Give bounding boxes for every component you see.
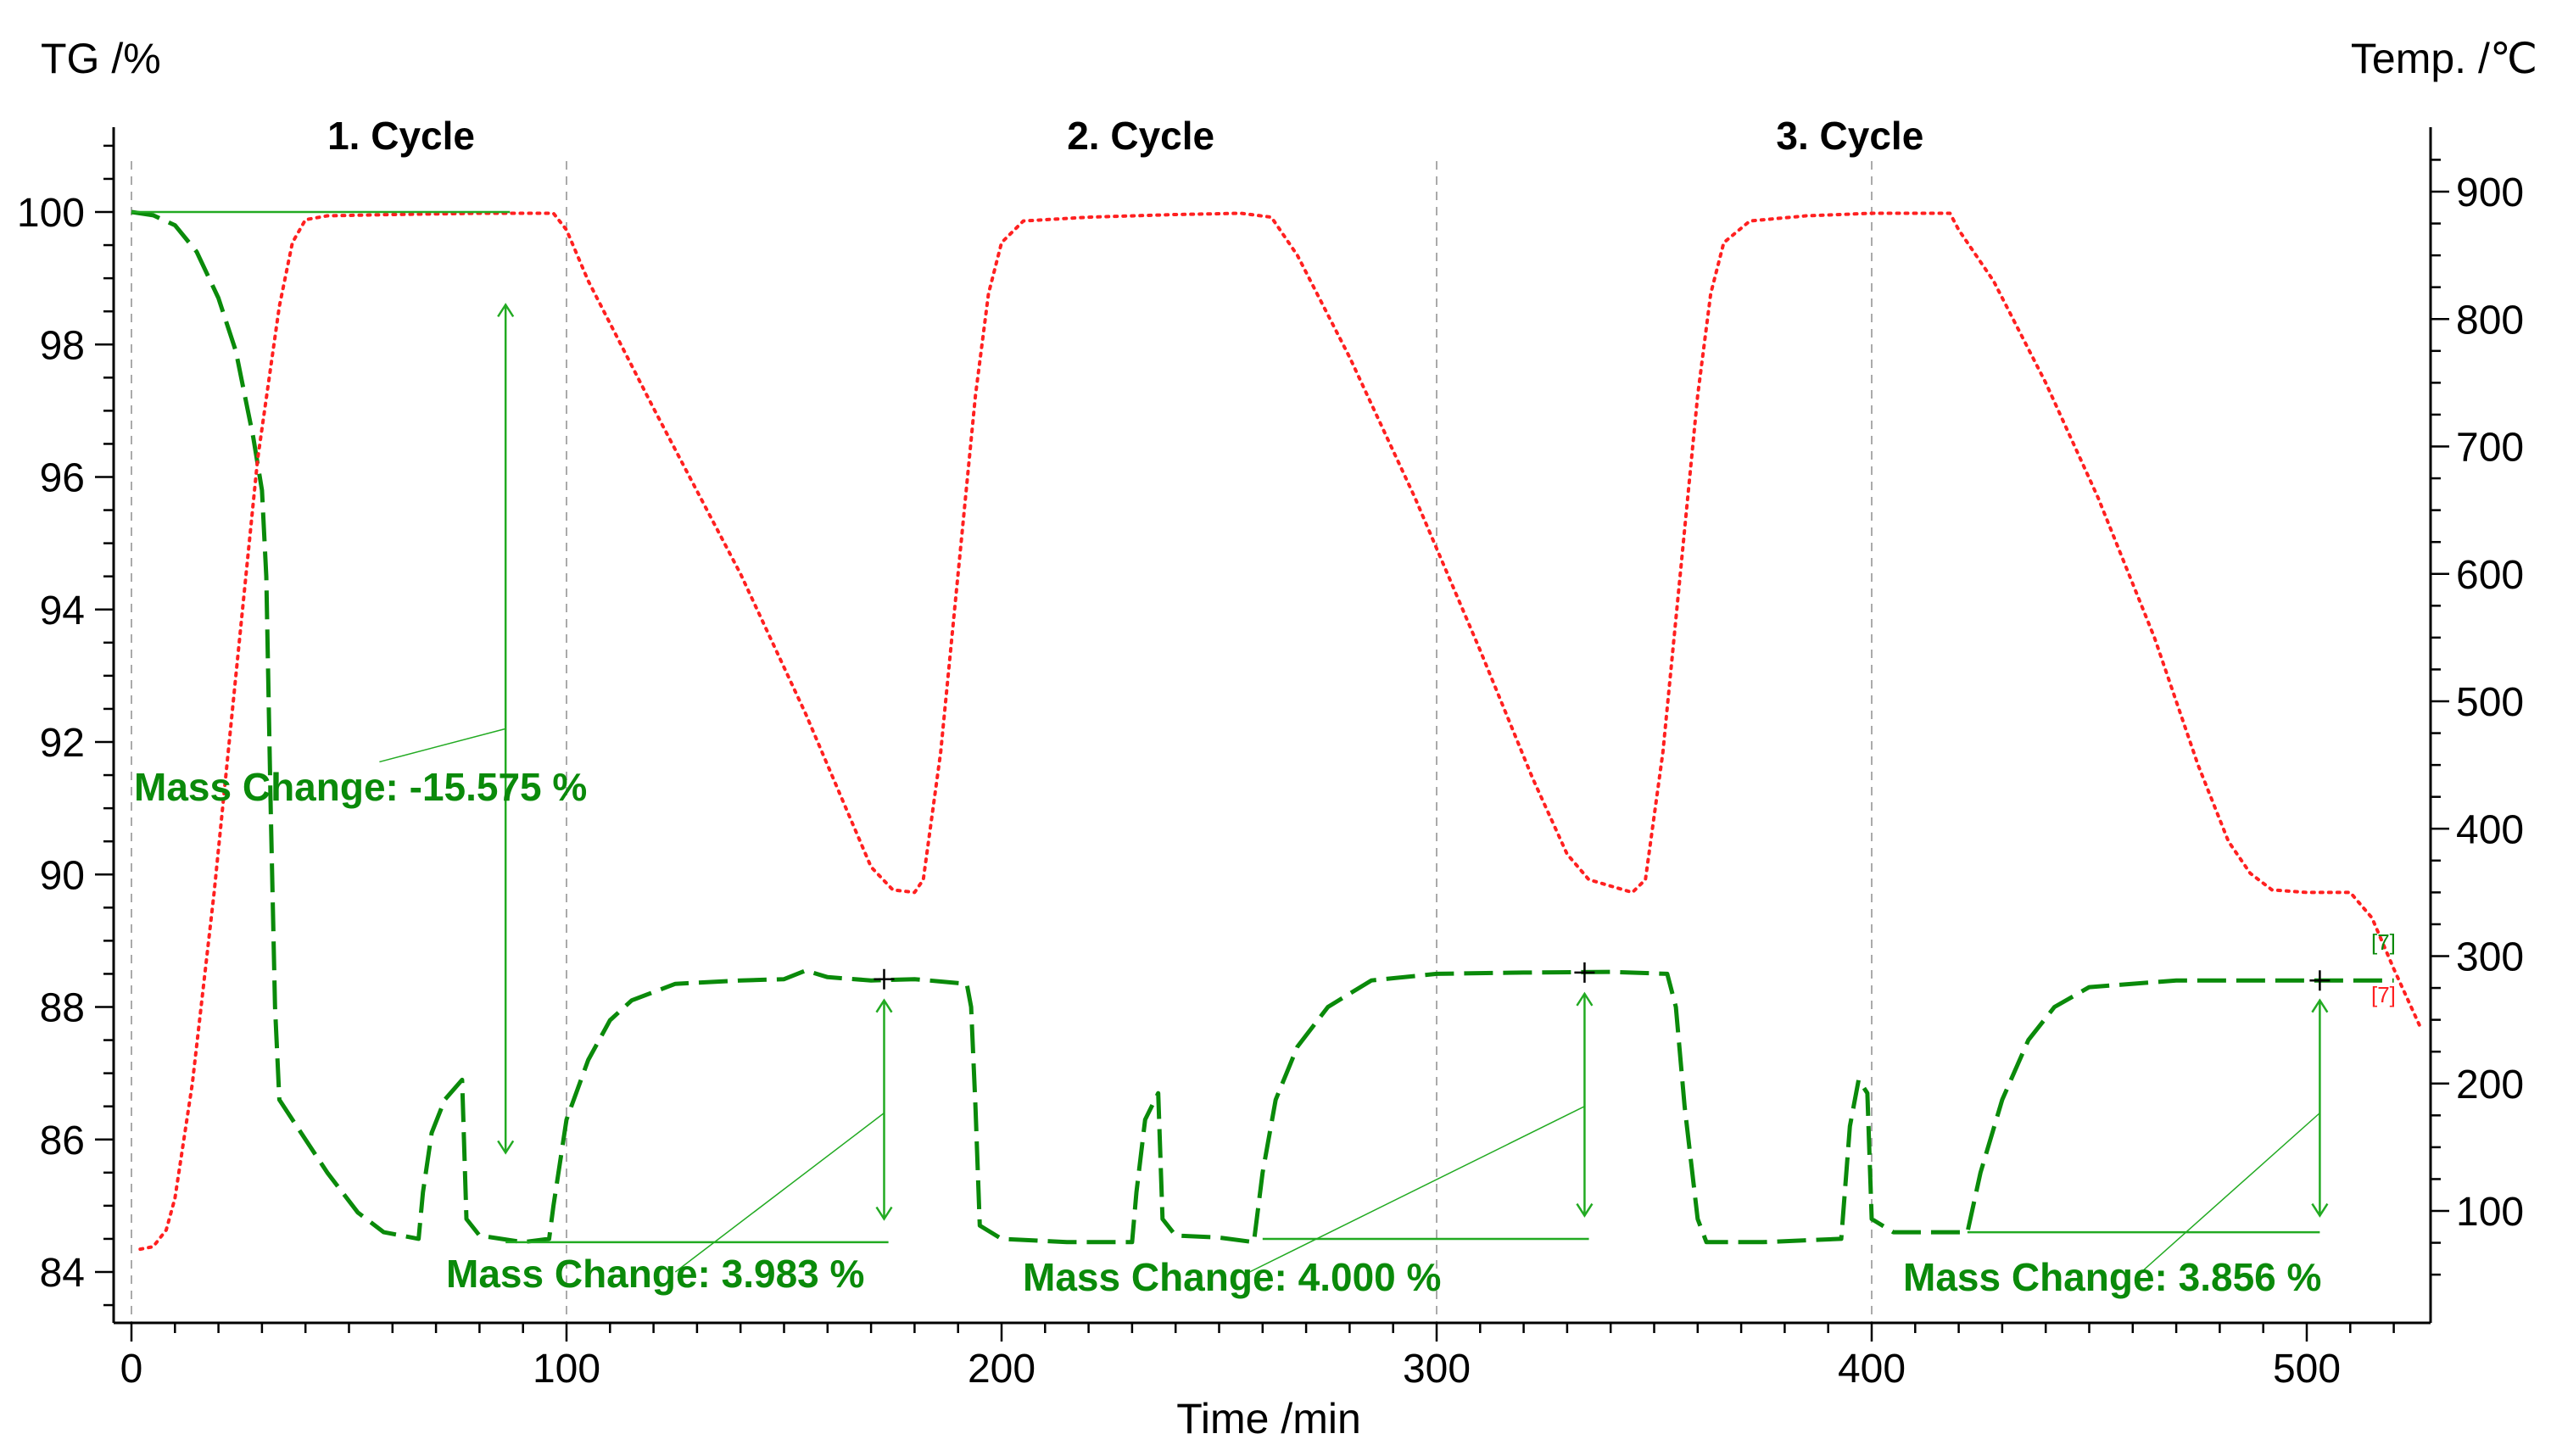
cycle-label-3: 3. Cycle (1776, 114, 1923, 158)
cycle1-gain-marker (874, 968, 895, 990)
y-right-tick-label: 300 (2456, 935, 2524, 980)
y-right-tick-label: 600 (2456, 553, 2524, 598)
series-lines (131, 209, 2422, 1252)
cycle3-gain-marker (2309, 970, 2331, 991)
y-left-tick-label: 90 (40, 853, 85, 898)
y-left-tick-label: 84 (40, 1251, 85, 1296)
y-left-tick-label: 100 (17, 191, 85, 236)
y-right-tick-label: 500 (2456, 680, 2524, 725)
y-right-axis-title: Temp. /℃ (2351, 35, 2537, 82)
y-left-tick-label: 96 (40, 456, 85, 501)
y-right-tick-label: 900 (2456, 170, 2524, 215)
temp-end-marker: [7] (2371, 982, 2396, 1007)
x-axis-title: Time /min (1176, 1395, 1361, 1442)
cycle3-gain-leader (2141, 1112, 2320, 1273)
axes: 0 100 200 300 400 500 84 86 88 90 92 94 96 98 100 100 20… (17, 127, 2524, 1392)
x-tick-label: 100 (533, 1347, 600, 1392)
mass-change-label-cycle1-loss: Mass Change: -15.575 % (134, 765, 587, 809)
temperature-series-line (138, 211, 2422, 1252)
mass-change-annotations (131, 210, 2331, 1273)
y-left-tick-label: 98 (40, 323, 85, 368)
cycle1-gain-arrow-head-bottom (875, 1206, 893, 1221)
y-left-tick-label: 88 (40, 986, 85, 1031)
cycle3-gain-arrow-head-top (2311, 998, 2329, 1013)
cycle2-gain-arrow-head-bottom (1576, 1202, 1594, 1218)
y-right-tick-label: 700 (2456, 426, 2524, 471)
cycle1-loss-leader (379, 728, 506, 763)
cycle1-gain-arrow-head-top (875, 998, 893, 1013)
cycle1-loss-arrow-head-bottom (497, 1140, 515, 1155)
y-right-tick-label: 200 (2456, 1063, 2524, 1107)
y-right-tick-label: 100 (2456, 1190, 2524, 1235)
y-left-tick-label: 94 (40, 589, 85, 633)
y-left-axis-title: TG /% (41, 35, 161, 82)
cycle-dividers (131, 161, 1873, 1323)
y-left-tick-label: 86 (40, 1118, 85, 1163)
x-tick-label: 300 (1403, 1347, 1471, 1392)
cycle3-gain-arrow-head-bottom (2311, 1202, 2329, 1218)
x-tick-label: 400 (1838, 1347, 1906, 1392)
cycle1-gain-leader (674, 1112, 885, 1273)
cycle2-gain-marker (1574, 962, 1595, 983)
cycle1-loss-arrow-head-top (497, 303, 515, 318)
y-left-tick-label: 92 (40, 721, 85, 766)
cycle-label-1: 1. Cycle (327, 114, 475, 158)
tg-series-line (131, 209, 2394, 1245)
cycle2-gain-leader (1249, 1106, 1585, 1273)
tg-end-marker: [7] (2371, 929, 2396, 955)
cycle-label-2: 2. Cycle (1067, 114, 1214, 158)
x-tick-label: 500 (2273, 1347, 2341, 1392)
mass-change-label-cycle3-gain: Mass Change: 3.856 % (1903, 1255, 2321, 1299)
y-right-tick-label: 400 (2456, 807, 2524, 852)
cycle2-gain-arrow-head-top (1576, 991, 1594, 1007)
x-tick-label: 0 (120, 1347, 143, 1392)
mass-change-label-cycle1-gain: Mass Change: 3.983 % (446, 1252, 864, 1296)
mass-change-label-cycle2-gain: Mass Change: 4.000 % (1023, 1255, 1441, 1299)
y-right-tick-label: 800 (2456, 298, 2524, 343)
x-tick-label: 200 (968, 1347, 1035, 1392)
